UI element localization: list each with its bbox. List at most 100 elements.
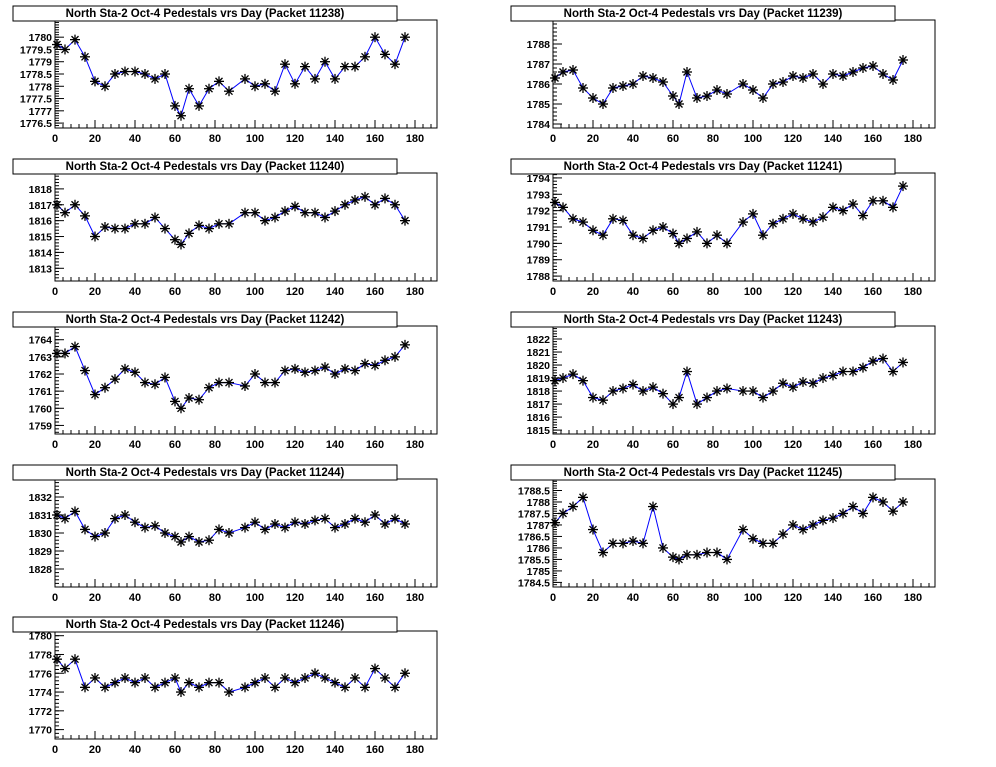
y-tick-label: 1831 — [29, 510, 53, 522]
data-point-asterisk — [260, 78, 270, 89]
x-tick-label: 0 — [52, 592, 58, 604]
data-point-asterisk — [170, 100, 180, 111]
data-point-asterisk — [788, 519, 798, 530]
data-point-asterisk — [702, 238, 712, 249]
data-point-asterisk — [176, 239, 186, 250]
x-tick-label: 0 — [52, 744, 58, 756]
data-point-asterisk — [370, 510, 380, 520]
y-tick-label: 1819 — [527, 373, 551, 385]
plot-frame — [54, 325, 438, 435]
data-point-asterisk — [868, 356, 878, 367]
data-point-asterisk — [120, 510, 130, 520]
x-tick-label: 140 — [326, 133, 344, 145]
data-point-asterisk — [214, 218, 224, 229]
data-point-asterisk — [738, 386, 748, 397]
data-point-asterisk — [588, 93, 598, 103]
data-point-asterisk — [52, 199, 62, 210]
data-point-asterisk — [758, 538, 768, 549]
data-point-asterisk — [588, 392, 598, 403]
data-point-asterisk — [270, 519, 280, 529]
x-tick-label: 120 — [784, 439, 802, 451]
data-point-asterisk — [768, 538, 778, 549]
data-point-asterisk — [290, 201, 300, 212]
x-tick-label: 20 — [89, 133, 101, 145]
data-point-asterisk — [568, 213, 578, 224]
data-point-asterisk — [270, 212, 280, 223]
data-point-asterisk — [52, 39, 62, 50]
x-tick-label: 120 — [286, 439, 304, 451]
y-tick-label: 1785.5 — [518, 554, 550, 566]
data-point-asterisk — [818, 79, 828, 89]
data-point-asterisk — [150, 682, 160, 693]
y-tick-label: 1763 — [29, 352, 53, 364]
x-tick-label: 80 — [209, 439, 221, 451]
data-point-asterisk — [170, 234, 180, 245]
data-point-asterisk — [370, 663, 380, 674]
x-tick-label: 100 — [246, 744, 264, 756]
data-point-asterisk — [240, 381, 250, 391]
x-tick-label: 40 — [627, 439, 639, 451]
data-point-asterisk — [130, 367, 140, 378]
x-tick-label: 160 — [864, 592, 882, 604]
x-tick-label: 120 — [286, 286, 304, 298]
data-point-asterisk — [290, 78, 300, 89]
data-point-asterisk — [722, 89, 732, 99]
data-point-asterisk — [250, 517, 260, 528]
data-point-asterisk — [798, 524, 808, 535]
y-tick-label: 1822 — [527, 334, 551, 346]
data-point-asterisk — [798, 376, 808, 387]
data-point-asterisk — [350, 195, 360, 205]
data-point-asterisk — [858, 210, 868, 221]
data-point-asterisk — [310, 365, 320, 376]
data-point-asterisk — [320, 212, 330, 223]
x-tick-label: 100 — [246, 439, 264, 451]
data-point-asterisk — [390, 682, 400, 693]
data-point-asterisk — [250, 207, 260, 218]
data-point-asterisk — [682, 366, 692, 377]
x-tick-label: 160 — [366, 286, 384, 298]
x-tick-label: 120 — [286, 133, 304, 145]
x-tick-label: 160 — [864, 133, 882, 145]
data-point-asterisk — [702, 392, 712, 403]
x-tick-label: 80 — [209, 744, 221, 756]
y-tick-label: 1778 — [29, 81, 53, 93]
data-point-asterisk — [80, 524, 90, 535]
data-point-asterisk — [674, 554, 684, 565]
data-point-asterisk — [140, 69, 150, 79]
data-point-asterisk — [818, 515, 828, 526]
data-point-asterisk — [280, 59, 290, 70]
chart-title: North Sta-2 Oct-4 Pedestals vrs Day (Pac… — [564, 161, 843, 173]
x-tick-label: 140 — [326, 286, 344, 298]
data-point-asterisk — [330, 522, 340, 533]
chart-title: North Sta-2 Oct-4 Pedestals vrs Day (Pac… — [66, 8, 345, 20]
data-point-asterisk — [818, 373, 828, 384]
x-tick-label: 80 — [209, 286, 221, 298]
x-tick-label: 60 — [667, 286, 679, 298]
y-tick-label: 1776.5 — [20, 118, 52, 130]
series-line — [554, 59, 904, 106]
data-point-asterisk — [658, 542, 668, 553]
y-tick-label: 1785 — [527, 566, 551, 578]
data-point-asterisk — [60, 663, 70, 674]
data-point-asterisk — [350, 365, 360, 376]
data-point-asterisk — [878, 195, 888, 206]
data-point-asterisk — [628, 379, 638, 390]
data-point-asterisk — [608, 386, 618, 397]
chart-title: North Sta-2 Oct-4 Pedestals vrs Day (Pac… — [66, 467, 345, 479]
data-point-asterisk — [110, 513, 120, 524]
x-tick-label: 180 — [406, 133, 424, 145]
y-tick-label: 1815 — [29, 232, 53, 244]
data-point-asterisk — [110, 69, 120, 79]
data-point-asterisk — [558, 373, 568, 384]
x-tick-label: 120 — [784, 133, 802, 145]
x-tick-label: 40 — [627, 286, 639, 298]
data-point-asterisk — [400, 339, 410, 350]
chart-title: North Sta-2 Oct-4 Pedestals vrs Day (Pac… — [66, 314, 345, 326]
data-point-asterisk — [240, 73, 250, 84]
data-point-asterisk — [110, 677, 120, 688]
x-tick-label: 140 — [326, 744, 344, 756]
chart-title-box — [12, 158, 398, 175]
data-point-asterisk — [848, 501, 858, 512]
x-tick-label: 180 — [406, 592, 424, 604]
y-tick-label: 1786 — [527, 79, 551, 91]
